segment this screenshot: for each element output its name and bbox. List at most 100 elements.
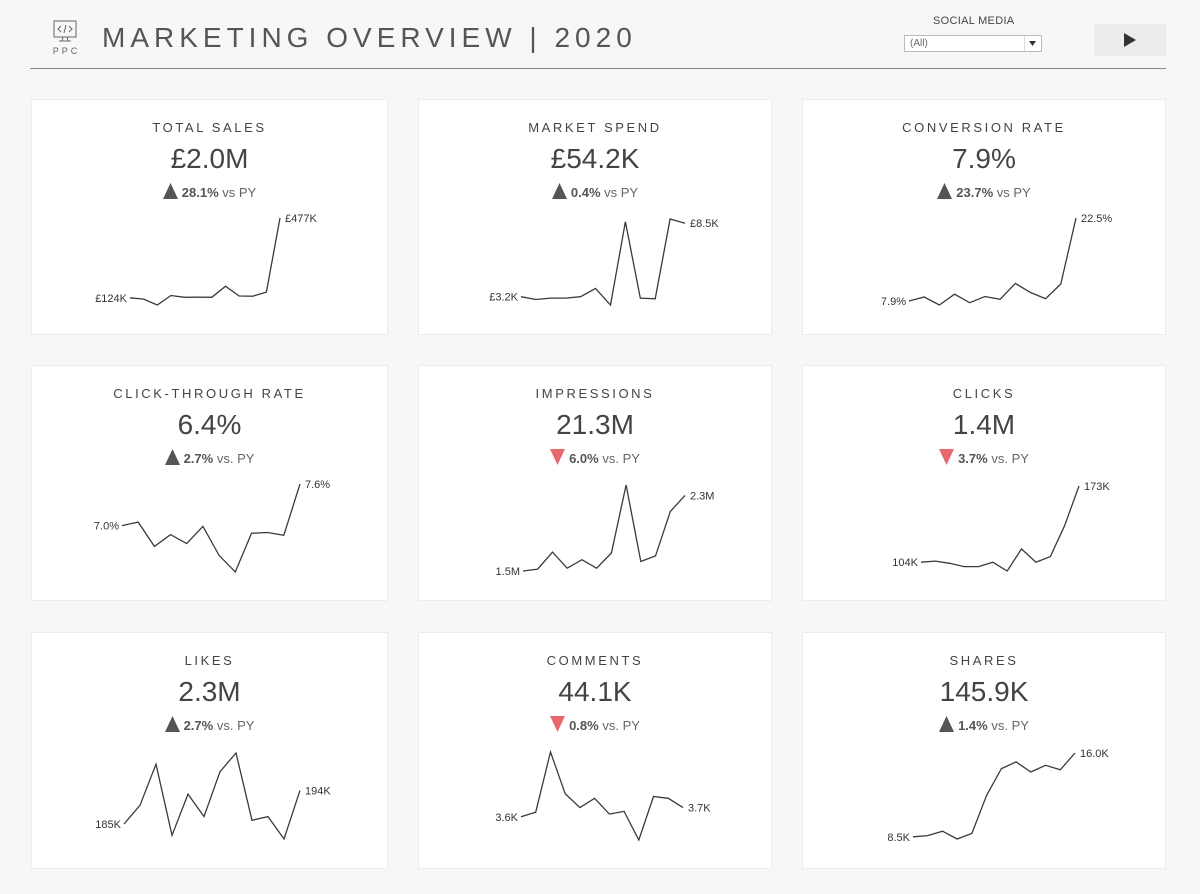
triangle-down-icon bbox=[939, 449, 955, 465]
triangle-up-icon bbox=[164, 449, 180, 465]
sparkline-series bbox=[123, 751, 301, 841]
kpi-value: 1.4M bbox=[952, 409, 1016, 440]
kpi-delta: 23.7% vs PY bbox=[803, 183, 1165, 200]
kpi-label: COMMENTS bbox=[546, 653, 644, 668]
delta-compare: vs. PY bbox=[216, 718, 255, 733]
delta-compare: vs. PY bbox=[602, 451, 640, 466]
sparkline-series bbox=[912, 752, 1076, 840]
delta-percent: 1.4% bbox=[958, 718, 988, 733]
triangle-down-icon bbox=[550, 716, 566, 732]
kpi-value: 21.3M bbox=[556, 409, 634, 440]
kpi-label: CLICK-THROUGH RATE bbox=[113, 386, 306, 401]
delta-compare: vs. PY bbox=[991, 451, 1029, 466]
sparkline-end-label: 173K bbox=[1084, 481, 1110, 493]
delta-compare: vs. PY bbox=[216, 451, 255, 466]
kpi-label: CONVERSION RATE bbox=[902, 120, 1066, 135]
sparkline-start-label: £124K bbox=[95, 293, 127, 305]
sparkline-series bbox=[121, 483, 301, 574]
delta-compare: vs PY bbox=[604, 185, 639, 200]
sparkline-end-label: £8.5K bbox=[690, 218, 719, 230]
sparkline-chart: £3.2K £8.5K bbox=[489, 218, 719, 307]
page-title: MARKETING OVERVIEW | 2020 bbox=[102, 22, 637, 53]
kpi-label: SHARES bbox=[949, 653, 1019, 668]
sparkline-start-label: 104K bbox=[892, 557, 918, 569]
kpi-delta: 3.7% vs. PY bbox=[803, 449, 1165, 466]
sparkline-end-label: 7.6% bbox=[305, 479, 330, 491]
kpi-card-click-through-rate: CLICK-THROUGH RATE 6.4% 2.7% vs. PY 7.0% 7.6… bbox=[31, 365, 388, 601]
kpi-value: 6.4% bbox=[177, 409, 242, 440]
kpi-value: 7.9% bbox=[952, 143, 1016, 174]
sparkline-chart: £124K £477K bbox=[95, 213, 317, 306]
sparkline-chart: 1.5M 2.3M bbox=[496, 484, 714, 578]
delta-percent: 2.7% bbox=[183, 718, 214, 733]
sparkline-series bbox=[520, 218, 686, 307]
triangle-down-icon bbox=[550, 449, 566, 465]
monitor-code-icon bbox=[53, 20, 77, 42]
delta-percent: 28.1% bbox=[181, 185, 219, 200]
sparkline-chart: 185K 194K bbox=[95, 751, 331, 841]
delta-percent: 3.7% bbox=[958, 451, 988, 466]
kpi-label: LIKES bbox=[184, 653, 235, 668]
kpi-value: 44.1K bbox=[558, 676, 632, 707]
kpi-delta: 1.4% vs. PY bbox=[803, 716, 1165, 733]
dropdown-value: (All) bbox=[910, 38, 928, 49]
delta-compare: vs. PY bbox=[602, 718, 640, 733]
delta-compare: vs PY bbox=[222, 185, 257, 200]
kpi-card-clicks: CLICKS 1.4M 3.7% vs. PY 104K 173K bbox=[802, 365, 1166, 601]
triangle-up-icon bbox=[551, 183, 567, 199]
kpi-label: TOTAL SALES bbox=[152, 120, 267, 135]
delta-percent: 6.0% bbox=[569, 451, 599, 466]
delta-percent: 23.7% bbox=[956, 185, 994, 200]
sparkline-end-label: 22.5% bbox=[1081, 213, 1112, 225]
play-button[interactable] bbox=[1094, 24, 1166, 56]
kpi-label: IMPRESSIONS bbox=[535, 386, 655, 401]
sparkline-series bbox=[522, 484, 686, 572]
sparkline-end-label: 2.3M bbox=[690, 490, 714, 502]
sparkline-series bbox=[908, 217, 1077, 306]
sparkline-start-label: 7.0% bbox=[94, 521, 119, 533]
kpi-card-impressions: IMPRESSIONS 21.3M 6.0% vs. PY 1.5M 2.3M bbox=[418, 365, 772, 601]
chevron-down-icon bbox=[1029, 41, 1036, 46]
kpi-delta: 2.7% vs. PY bbox=[32, 449, 387, 466]
kpi-card-market-spend: MARKET SPEND £54.2K 0.4% vs PY £3.2K £8.5K bbox=[418, 99, 772, 335]
sparkline-chart: 3.6K 3.7K bbox=[495, 749, 711, 842]
kpi-delta: 6.0% vs. PY bbox=[419, 449, 771, 466]
kpi-card-conversion-rate: CONVERSION RATE 7.9% 23.7% vs PY 7.9% 22.5% bbox=[802, 99, 1166, 335]
logo-text: PPC bbox=[52, 46, 81, 56]
sparkline-chart: 104K 173K bbox=[892, 481, 1110, 572]
sparkline-end-label: £477K bbox=[285, 213, 317, 225]
social-media-dropdown[interactable]: (All) bbox=[904, 35, 1042, 52]
sparkline-end-label: 194K bbox=[305, 785, 331, 797]
delta-compare: vs PY bbox=[996, 185, 1031, 200]
kpi-value: 145.9K bbox=[939, 676, 1029, 707]
triangle-up-icon bbox=[164, 716, 180, 732]
kpi-value: 2.3M bbox=[178, 676, 241, 707]
sparkline-chart: 7.0% 7.6% bbox=[94, 479, 330, 574]
sparkline-start-label: 8.5K bbox=[887, 832, 910, 844]
kpi-label: CLICKS bbox=[952, 386, 1016, 401]
sparkline-series bbox=[520, 749, 684, 842]
kpi-card-likes: LIKES 2.3M 2.7% vs. PY 185K 194K bbox=[31, 632, 388, 869]
kpi-delta: 2.7% vs. PY bbox=[32, 716, 387, 733]
delta-percent: 2.7% bbox=[183, 451, 214, 466]
delta-percent: 0.4% bbox=[570, 185, 601, 200]
kpi-delta: 0.8% vs. PY bbox=[419, 716, 771, 733]
sparkline-start-label: £3.2K bbox=[489, 292, 518, 304]
kpi-value: £54.2K bbox=[550, 143, 640, 174]
sparkline-end-label: 3.7K bbox=[688, 803, 711, 815]
kpi-card-comments: COMMENTS 44.1K 0.8% vs. PY 3.6K 3.7K bbox=[418, 632, 772, 869]
kpi-value: £2.0M bbox=[170, 143, 249, 174]
filter-label: SOCIAL MEDIA bbox=[933, 15, 1015, 27]
kpi-delta: 28.1% vs PY bbox=[32, 183, 387, 200]
sparkline-chart: 7.9% 22.5% bbox=[881, 213, 1112, 308]
sparkline-series bbox=[920, 485, 1080, 572]
kpi-card-shares: SHARES 145.9K 1.4% vs. PY 8.5K 16.0K bbox=[802, 632, 1166, 869]
dropdown-toggle[interactable] bbox=[1024, 36, 1041, 51]
sparkline-start-label: 1.5M bbox=[496, 566, 520, 578]
kpi-label: MARKET SPEND bbox=[528, 120, 662, 135]
delta-percent: 0.8% bbox=[569, 718, 599, 733]
delta-compare: vs. PY bbox=[991, 718, 1029, 733]
kpi-card-total-sales: TOTAL SALES £2.0M 28.1% vs PY £124K £477K bbox=[31, 99, 388, 335]
ppc-logo: PPC bbox=[48, 20, 82, 64]
dashboard-header: PPC MARKETING OVERVIEW | 2020 SOCIAL MED… bbox=[30, 10, 1166, 69]
